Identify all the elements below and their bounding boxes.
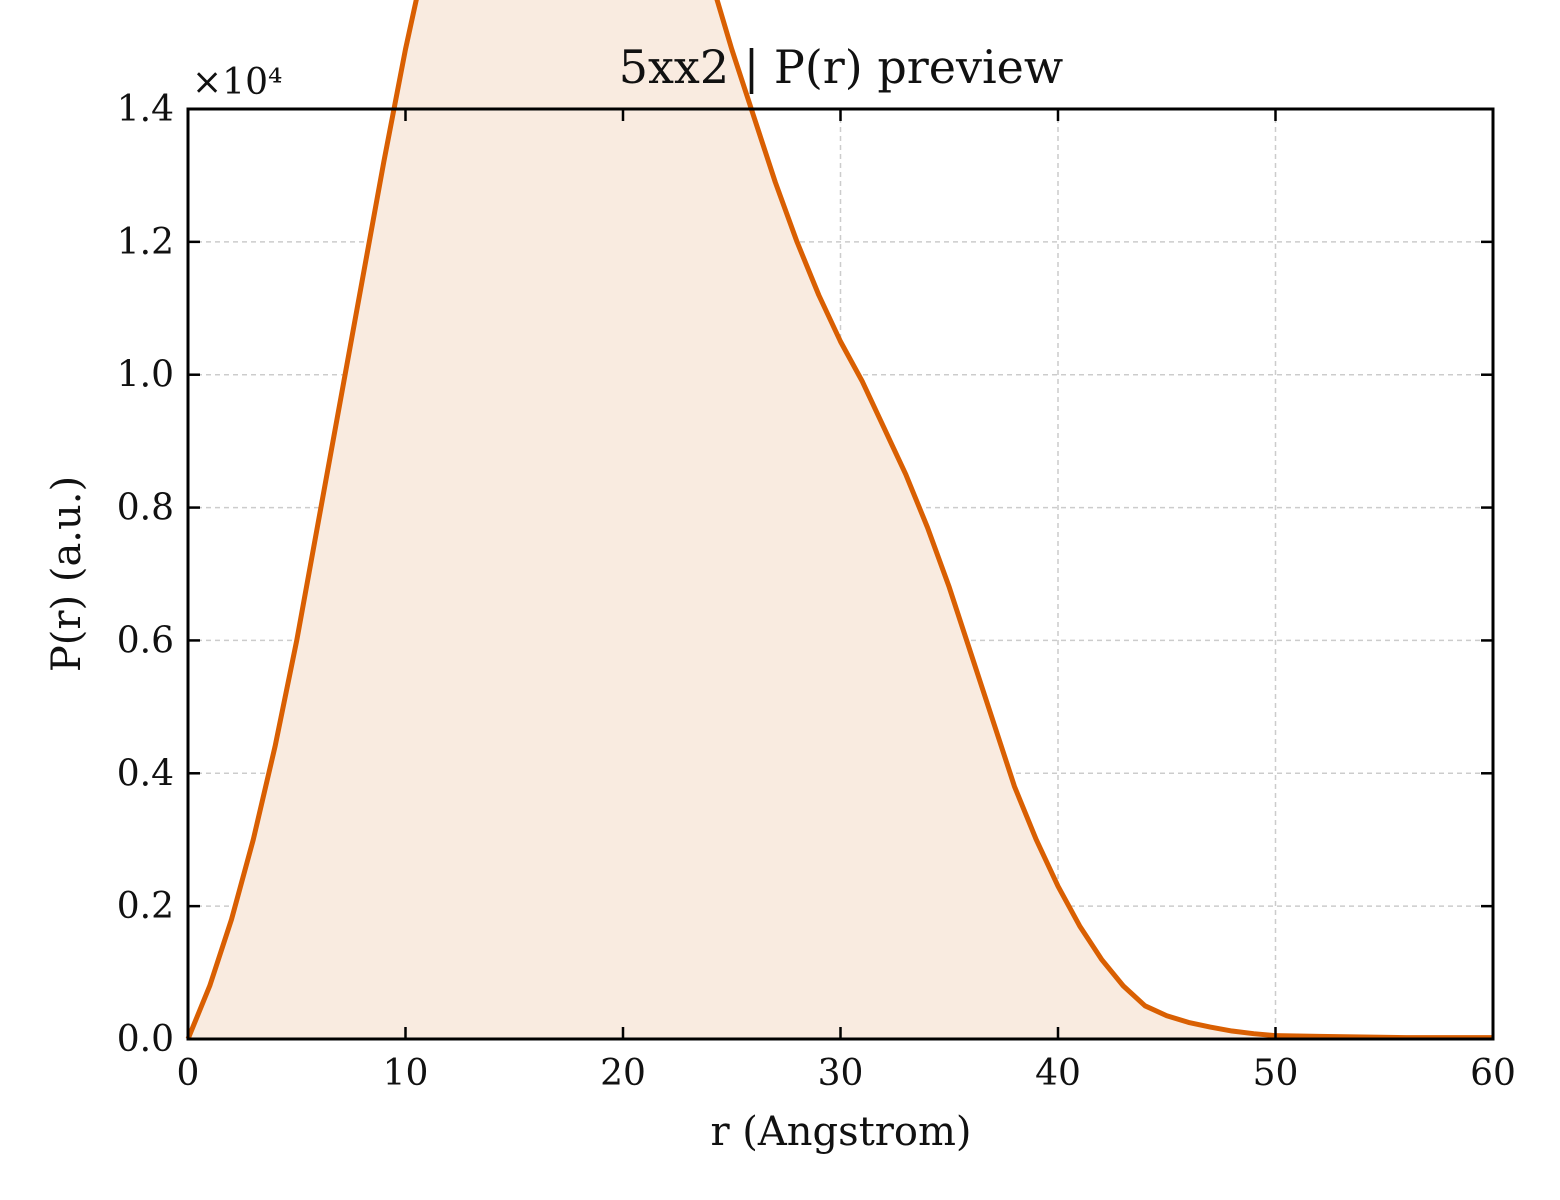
y-tick-label-6: 1.2 [117,222,174,263]
x-tick-label-6: 60 [1470,1053,1516,1094]
y-tick-label-3: 0.6 [117,620,174,661]
y-axis-ticks: 0.0 0.2 0.4 0.6 0.8 1.0 1.2 1.4 [117,89,1493,1060]
y-tick-label-4: 0.8 [117,488,174,529]
y-tick-label-2: 0.4 [117,753,174,794]
chart-title: 5xx2 | P(r) preview [619,40,1064,94]
x-axis-label: r (Angstrom) [710,1109,971,1155]
x-tick-label-1: 10 [383,1053,429,1094]
x-tick-label-3: 30 [818,1053,864,1094]
y-tick-label-5: 1.0 [117,355,174,396]
y-axis-label: P(r) (a.u.) [44,476,90,672]
x-tick-label-2: 20 [600,1053,646,1094]
x-tick-label-5: 50 [1253,1053,1299,1094]
x-axis-ticks: 0 10 20 30 40 50 60 [177,109,1516,1094]
pr-curve-line [185,0,1493,1041]
y-tick-label-7: 1.4 [117,89,174,130]
y-tick-label-0: 0.0 [117,1019,174,1060]
y-tick-label-1: 0.2 [117,886,174,927]
pr-area-fill [188,0,1493,1039]
x-tick-label-0: 0 [177,1053,200,1094]
y-axis-multiplier: ×10⁴ [192,62,282,103]
x-tick-label-4: 40 [1035,1053,1081,1094]
